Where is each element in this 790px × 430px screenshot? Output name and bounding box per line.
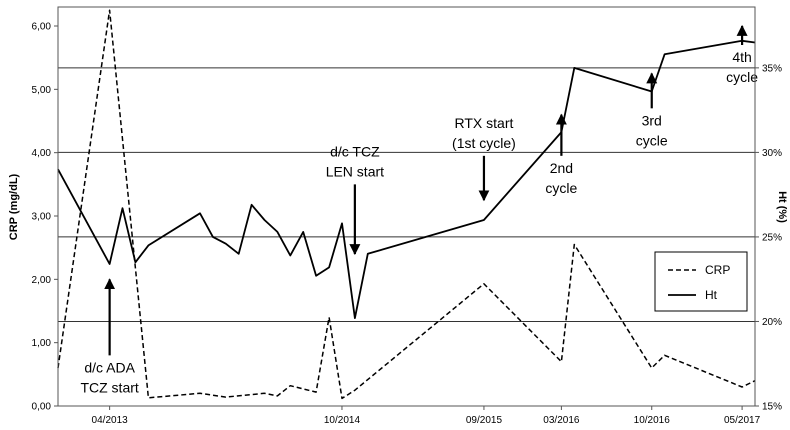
y-right-tick-label: 20% [762, 317, 782, 328]
y-left-tick-label: 0,00 [32, 402, 52, 413]
annotation-text-5: 3rd [642, 112, 662, 128]
annotation-text-5: cycle [636, 132, 668, 148]
annotation-text-6: 4th [732, 49, 751, 65]
series-line-crp [57, 9, 756, 400]
y-left-tick-label: 5,00 [32, 85, 52, 96]
x-tick-label: 03/2016 [543, 415, 580, 426]
legend-box [654, 251, 748, 312]
y-axis-right-title: Ht (%) [776, 191, 788, 223]
series-line-ht [57, 39, 756, 320]
annotation-text-2: LEN start [326, 163, 384, 179]
legend-ht-label: Ht [705, 288, 718, 302]
x-tick-label: 04/2013 [92, 415, 129, 426]
annotation-text-4: 2nd [550, 160, 573, 176]
y-right-tick-label: 25% [762, 232, 782, 243]
series-layer [57, 9, 756, 400]
x-tick-label: 10/2016 [634, 415, 671, 426]
y-right-tick-label: 35% [762, 63, 782, 74]
x-tick-label: 09/2015 [466, 415, 503, 426]
y-left-tick-label: 3,00 [32, 212, 52, 223]
annotation-text-2: d/c TCZ [330, 143, 380, 159]
annotation-text-1: TCZ start [80, 379, 138, 395]
annotation-text-3: (1st cycle) [452, 135, 516, 151]
annotation-text-3: RTX start [455, 115, 514, 131]
y-left-tick-label: 6,00 [32, 22, 52, 33]
tick-layer: 0,00 1,00 2,00 3,00 4,00 5,00 6,00 15% 20% 25% 30%… [32, 22, 783, 427]
annotation-text-4: cycle [545, 180, 577, 196]
y-right-tick-label: 30% [762, 148, 782, 159]
legend-crp-label: CRP [705, 263, 730, 277]
y-left-tick-label: 2,00 [32, 275, 52, 286]
annotation-layer: d/c ADA TCZ start d/c TCZ LEN start RTX star… [80, 24, 758, 395]
annotation-text-1: d/c ADA [84, 359, 135, 375]
grid-layer [58, 67, 755, 322]
y-left-tick-label: 1,00 [32, 338, 52, 349]
annotation-text-6: cycle [726, 69, 758, 85]
x-tick-label: 10/2014 [324, 415, 361, 426]
plot-area-frame [57, 6, 756, 407]
legend: CRP Ht [654, 251, 748, 312]
x-tick-label: 05/2017 [724, 415, 761, 426]
y-axis-left-title: CRP (mg/dL) [8, 173, 20, 240]
y-left-tick-label: 4,00 [32, 148, 52, 159]
y-right-tick-label: 15% [762, 402, 782, 413]
